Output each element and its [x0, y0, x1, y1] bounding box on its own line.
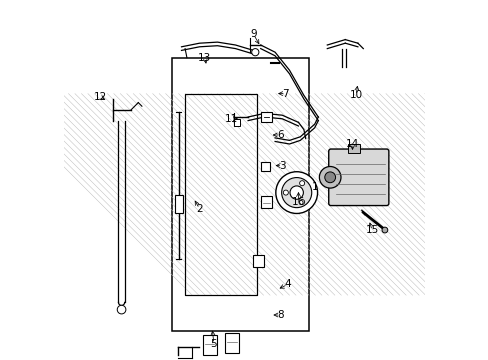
- Bar: [224, 333, 239, 353]
- Bar: [260, 196, 271, 208]
- Circle shape: [324, 172, 335, 183]
- Text: 12: 12: [94, 92, 107, 102]
- Text: 3: 3: [279, 161, 285, 171]
- Bar: [172, 58, 309, 331]
- Text: 11: 11: [225, 114, 238, 124]
- FancyBboxPatch shape: [328, 149, 388, 206]
- Circle shape: [381, 227, 387, 233]
- Circle shape: [319, 166, 340, 188]
- Circle shape: [299, 199, 304, 204]
- Text: 16: 16: [291, 197, 305, 207]
- Bar: [233, 119, 240, 126]
- Bar: [185, 94, 257, 295]
- Text: 10: 10: [349, 90, 362, 100]
- Text: 9: 9: [250, 29, 256, 39]
- Bar: [347, 144, 360, 153]
- Bar: [175, 195, 183, 213]
- Text: 6: 6: [277, 130, 283, 140]
- Text: 1: 1: [311, 182, 317, 192]
- Bar: [260, 112, 271, 122]
- Circle shape: [299, 181, 304, 186]
- Circle shape: [283, 190, 288, 195]
- Circle shape: [251, 49, 258, 56]
- Circle shape: [289, 186, 303, 199]
- Text: 8: 8: [277, 310, 283, 320]
- Bar: [260, 162, 269, 171]
- Circle shape: [275, 172, 317, 213]
- Circle shape: [281, 177, 311, 208]
- Bar: [253, 255, 264, 267]
- Text: 13: 13: [198, 53, 211, 63]
- Text: 14: 14: [345, 139, 358, 149]
- Bar: [203, 335, 216, 355]
- Text: 5: 5: [210, 339, 217, 349]
- Text: 15: 15: [365, 225, 378, 235]
- Text: 2: 2: [196, 204, 203, 214]
- Circle shape: [117, 305, 125, 314]
- Bar: [185, 94, 257, 295]
- Text: 4: 4: [284, 279, 290, 289]
- Text: 7: 7: [282, 89, 288, 99]
